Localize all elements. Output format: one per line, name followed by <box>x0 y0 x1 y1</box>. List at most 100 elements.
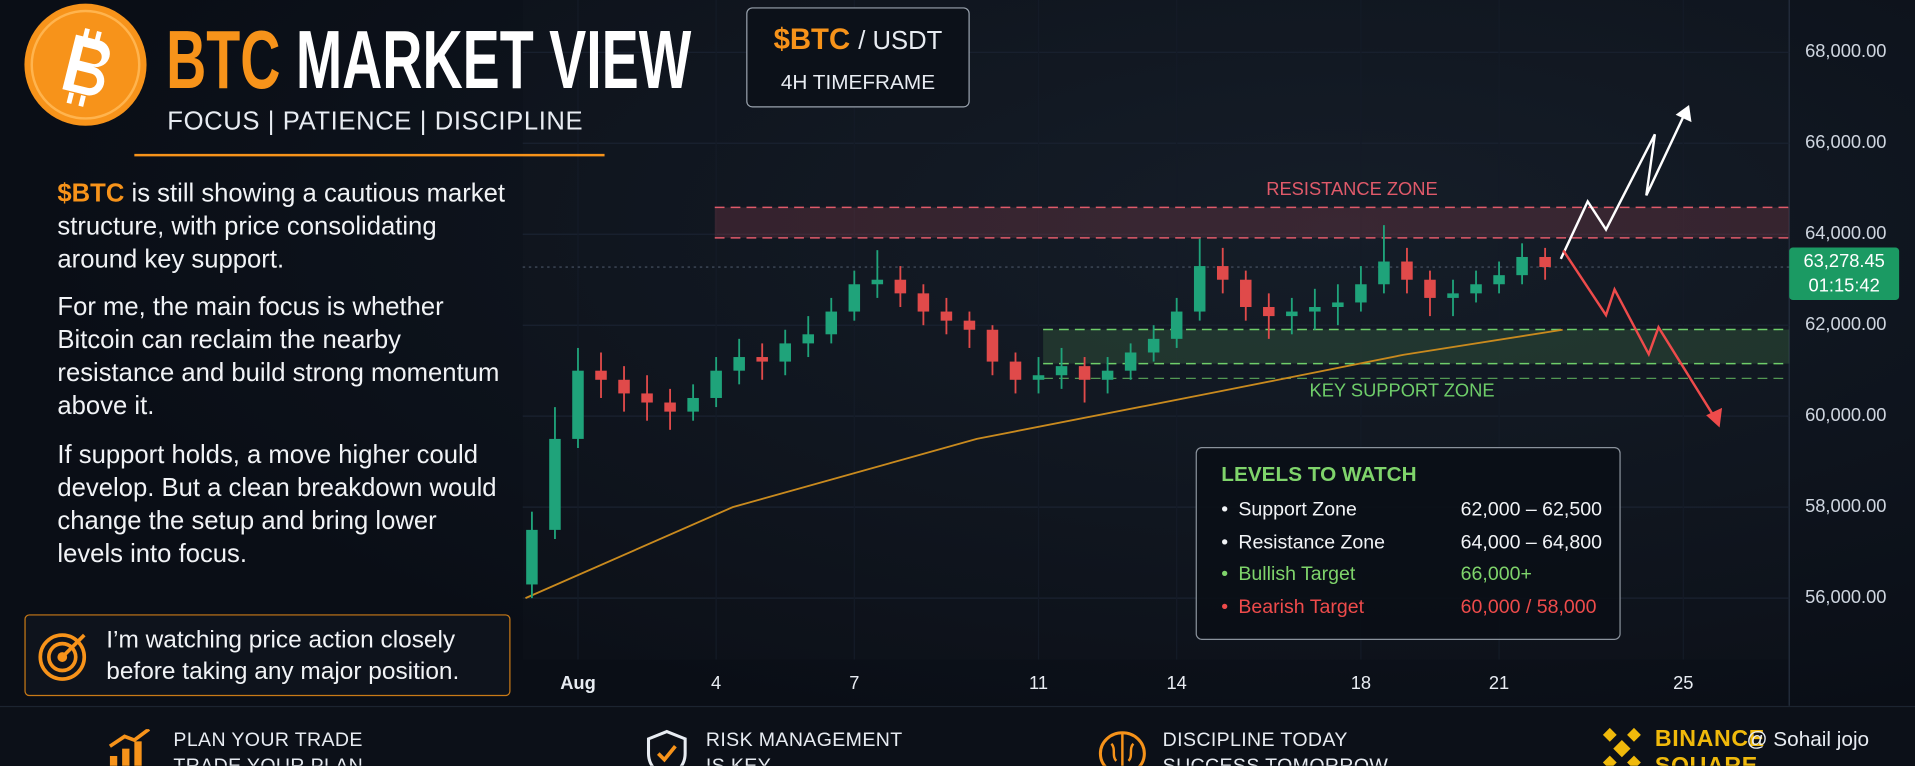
footer-line: SUCCESS TOMORROW <box>1163 754 1389 766</box>
candle-body <box>917 293 930 312</box>
candle-body <box>1332 302 1344 308</box>
candle-body <box>1286 311 1298 317</box>
x-tick-label: Aug <box>560 672 596 693</box>
candle-body <box>986 329 999 362</box>
footer-item: RISK MANAGEMENT IS KEY <box>706 728 903 766</box>
handle: @ Sohail jojo <box>1746 727 1870 752</box>
callout: I’m watching price action closely before… <box>24 614 511 697</box>
level-name: Resistance Zone <box>1238 531 1386 553</box>
logo-glyph <box>62 28 110 107</box>
title-highlight: BTC <box>166 13 280 106</box>
candle-body <box>733 357 745 371</box>
candle-body <box>595 370 607 380</box>
candle-body <box>710 370 722 398</box>
price-tag-countdown: 01:15:42 <box>1809 274 1880 295</box>
candle-body <box>1240 279 1252 308</box>
candle-body <box>641 393 653 403</box>
candle-body <box>1378 261 1390 285</box>
support-zone <box>1043 329 1790 364</box>
level-range: 66,000+ <box>1460 564 1532 586</box>
footer-line: IS KEY <box>706 754 903 766</box>
candle-body <box>1101 370 1114 380</box>
candle-body <box>1516 256 1528 276</box>
y-tick-label: 56,000.00 <box>1805 586 1886 607</box>
level-name: Support Zone <box>1238 499 1357 521</box>
candle-body <box>1216 266 1229 280</box>
x-tick-label: 18 <box>1351 672 1371 693</box>
bullet: • <box>1221 564 1229 586</box>
title: BTC MARKET VIEW <box>166 13 692 106</box>
callout-text: I’m watching price action closely before… <box>106 626 460 686</box>
candle-body <box>572 370 584 439</box>
pair: $BTC / USDT <box>747 23 968 57</box>
candle-body <box>664 402 676 412</box>
candle-body <box>1263 307 1275 317</box>
bear-arrowhead <box>1706 407 1723 428</box>
title-main: MARKET VIEW <box>296 13 692 106</box>
candle-body <box>1009 361 1022 380</box>
candle-body <box>1193 266 1206 312</box>
footer-item: DISCIPLINE TODAY SUCCESS TOMORROW <box>1163 728 1389 766</box>
subtitle: FOCUS | PATIENCE | DISCIPLINE <box>167 107 583 135</box>
candle-body <box>1055 366 1068 376</box>
candle-body <box>687 397 699 412</box>
level-range: 64,000 – 64,800 <box>1460 531 1602 553</box>
bull-arrowhead <box>1675 105 1692 123</box>
footer: PLAN YOUR TRADE TRADE YOUR PLAN RISK MANA… <box>0 705 1915 766</box>
candle-body <box>618 379 630 394</box>
candle-body <box>894 279 907 294</box>
bear-projection <box>1562 249 1716 419</box>
pair-base: $BTC <box>773 23 851 57</box>
bullet: • <box>1221 596 1229 618</box>
bull-projection <box>1559 111 1687 260</box>
paragraph: If support holds, a move higher could de… <box>57 440 497 568</box>
y-tick-label: 58,000.00 <box>1805 495 1886 516</box>
brand-line: BINANCE <box>1654 726 1765 753</box>
support-label: KEY SUPPORT ZONE <box>1310 380 1495 401</box>
candle-body <box>1401 261 1413 280</box>
candle-body <box>1447 293 1459 298</box>
brand: BINANCESQUARE <box>1655 727 1765 766</box>
brand-line: SQUARE <box>1655 754 1765 766</box>
candle-body <box>756 357 768 362</box>
x-tick-label: 4 <box>711 672 721 693</box>
candle-body <box>1078 366 1091 380</box>
candle-body <box>1424 279 1436 298</box>
candle-body <box>1355 284 1367 303</box>
timeframe: 4H TIMEFRAME <box>780 70 936 95</box>
candle-body <box>1032 375 1045 380</box>
paragraph: For me, the main focus is whether Bitcoi… <box>57 293 500 421</box>
plan-icon <box>108 729 151 766</box>
logo-ring <box>30 9 141 120</box>
candle-body <box>1470 284 1482 294</box>
candle-body <box>1309 307 1321 312</box>
y-tick-label: 64,000.00 <box>1805 222 1886 243</box>
highlight: $BTC <box>57 179 125 208</box>
candle-body <box>1493 275 1505 285</box>
candle-body <box>825 311 838 335</box>
price-tag-value: 63,278.45 <box>1803 250 1884 271</box>
header: BTC MARKET VIEW FOCUS | PATIENCE | DISCI… <box>24 3 692 157</box>
level-range: 60,000 / 58,000 <box>1460 596 1597 618</box>
candle-body <box>1170 311 1183 339</box>
level-name: Bearish Target <box>1238 596 1365 618</box>
footer-line: TRADE YOUR PLAN <box>173 754 363 766</box>
candle-body <box>549 438 561 530</box>
y-tick-label: 62,000.00 <box>1805 313 1886 334</box>
target-icon <box>38 633 87 681</box>
shield-icon <box>646 729 687 766</box>
candle-body <box>871 279 884 285</box>
pair-quote: / USDT <box>858 26 943 55</box>
x-tick-label: 7 <box>849 672 859 693</box>
bullet: • <box>1221 531 1229 553</box>
candle-body <box>1147 338 1160 353</box>
x-tick-label: 21 <box>1489 672 1509 693</box>
brain-icon <box>1098 731 1146 766</box>
paragraph-text: is still showing a cautious market struc… <box>57 179 505 274</box>
levels-box: LEVELS TO WATCH • Support Zone 62,000 – 62… <box>1195 446 1621 640</box>
y-tick-label: 66,000.00 <box>1805 131 1886 152</box>
resistance-label: RESISTANCE ZONE <box>1266 178 1437 199</box>
